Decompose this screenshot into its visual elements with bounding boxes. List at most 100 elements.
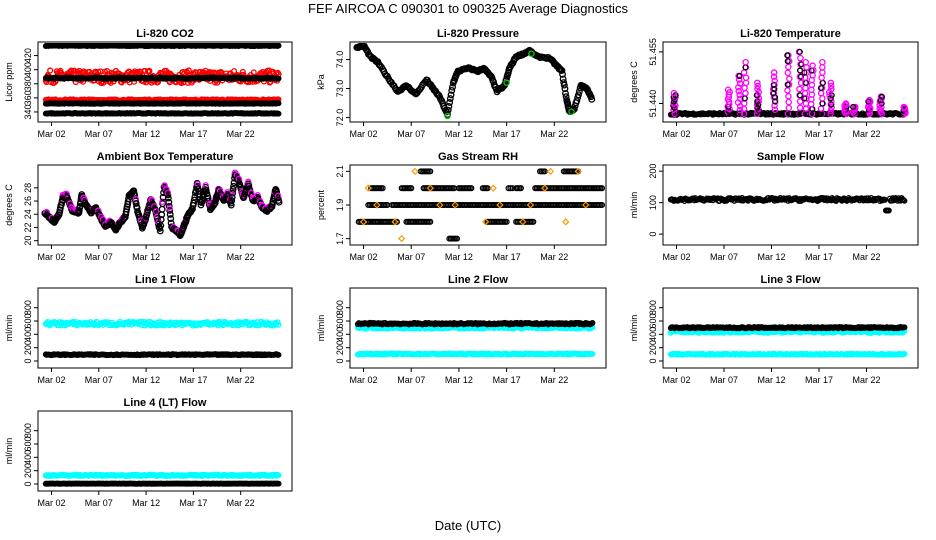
x-tick-label: Mar 22 <box>852 252 880 262</box>
data-point <box>670 89 678 97</box>
data-point <box>526 201 535 209</box>
data-point <box>784 81 791 88</box>
data-point <box>786 75 793 82</box>
data-point <box>582 201 590 209</box>
data-point <box>468 185 475 192</box>
data-point <box>561 85 569 93</box>
data-point <box>755 88 762 96</box>
data-point <box>819 64 826 71</box>
x-tick-label: Mar 12 <box>132 129 160 139</box>
x-tick-label: Mar 22 <box>540 129 568 139</box>
data-point <box>817 89 825 97</box>
data-point <box>535 52 543 60</box>
data-point <box>878 93 885 100</box>
data-point <box>742 89 749 97</box>
data-point <box>562 93 570 101</box>
data-point <box>445 102 453 110</box>
x-tick-label: Mar 12 <box>445 375 473 385</box>
data-point <box>228 193 236 201</box>
data-point <box>771 110 778 117</box>
x-tick-label: Mar 12 <box>757 252 785 262</box>
data-point <box>575 91 582 99</box>
data-point <box>448 87 456 94</box>
x-tick-label: Mar 22 <box>852 375 880 385</box>
x-tick-label: Mar 07 <box>397 129 425 139</box>
data-point <box>274 319 281 326</box>
data-point <box>562 90 569 97</box>
data-point <box>852 103 859 111</box>
data-point <box>274 192 282 200</box>
data-point <box>95 207 102 214</box>
data-point <box>827 110 834 118</box>
data-point <box>379 185 386 192</box>
x-tick-label: Mar 17 <box>805 375 833 385</box>
data-point <box>398 234 406 243</box>
data-point <box>796 104 804 111</box>
data-point <box>489 184 497 192</box>
data-point <box>275 75 282 82</box>
x-tick-label: Mar 07 <box>397 375 425 385</box>
y-axis-label: Licor ppm <box>4 62 14 102</box>
data-point <box>754 85 761 93</box>
x-tick-label: Mar 22 <box>227 252 255 262</box>
plot-frame <box>662 41 919 123</box>
data-point <box>449 83 456 91</box>
figure-title: FEF AIRCOA C 090301 to 090325 Average Di… <box>308 1 628 16</box>
data-point <box>771 98 779 105</box>
data-point <box>796 85 803 93</box>
data-point <box>146 67 153 74</box>
data-point <box>559 75 567 83</box>
data-point <box>818 74 825 81</box>
data-point <box>598 185 605 192</box>
data-point <box>541 184 549 192</box>
data-point <box>190 199 198 207</box>
y-tick-label: 380 <box>23 76 33 91</box>
data-point <box>573 97 581 105</box>
data-point <box>817 105 825 112</box>
y-tick-label: 100 <box>648 195 658 210</box>
data-point <box>785 63 792 71</box>
x-tick-label: Mar 12 <box>757 129 785 139</box>
x-tick-label: Mar 02 <box>37 252 65 262</box>
x-tick-label: Mar 17 <box>805 129 833 139</box>
y-tick-label: 400 <box>648 327 658 342</box>
x-tick-label: Mar 17 <box>493 375 521 385</box>
data-point <box>159 200 167 208</box>
data-point <box>598 201 605 209</box>
x-tick-label: Mar 07 <box>85 129 113 139</box>
data-point <box>359 218 368 226</box>
data-layer <box>42 318 282 359</box>
data-point <box>436 201 444 209</box>
plot-frame <box>349 41 607 123</box>
x-tick-label: Mar 22 <box>852 129 880 139</box>
data-point <box>517 185 524 192</box>
data-point <box>505 185 512 192</box>
data-point <box>742 58 749 66</box>
y-tick-label: 360 <box>23 90 33 105</box>
data-point <box>770 69 778 76</box>
x-tick-label: Mar 17 <box>493 129 521 139</box>
data-point <box>842 100 850 107</box>
data-point <box>228 197 236 205</box>
x-tick-label: Mar 02 <box>662 375 690 385</box>
data-point <box>850 103 857 111</box>
data-layer <box>355 167 605 243</box>
data-point <box>736 106 744 114</box>
y-tick-label: 200 <box>23 340 33 355</box>
data-layer <box>353 43 596 120</box>
x-tick-label: Mar 02 <box>662 129 690 139</box>
y-tick-label: 420 <box>23 48 33 63</box>
x-tick-label: Mar 12 <box>445 129 473 139</box>
data-point <box>784 87 791 94</box>
x-tick-label: Mar 02 <box>37 129 65 139</box>
data-point <box>275 321 282 328</box>
data-point <box>809 62 816 69</box>
data-layer <box>42 43 282 117</box>
data-point <box>130 187 138 195</box>
y-tick-label: 20 <box>23 236 33 246</box>
data-point <box>771 102 778 109</box>
